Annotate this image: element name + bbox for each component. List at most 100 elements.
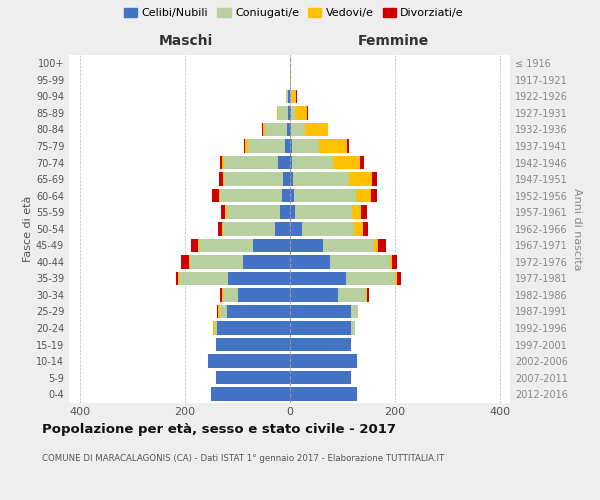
Bar — [226, 206, 227, 219]
Bar — [292, 156, 332, 170]
Bar — [181, 255, 188, 268]
Bar — [289, 90, 290, 103]
Bar — [395, 272, 397, 285]
Bar — [227, 272, 290, 285]
Bar — [277, 106, 278, 120]
Bar — [397, 272, 401, 285]
Text: Femmine: Femmine — [358, 34, 429, 48]
Text: Maschi: Maschi — [159, 34, 213, 48]
Bar — [263, 122, 265, 136]
Bar — [290, 272, 346, 285]
Bar — [290, 371, 352, 384]
Bar — [190, 255, 244, 268]
Bar — [361, 206, 367, 219]
Y-axis label: Fasce di età: Fasce di età — [23, 196, 33, 262]
Bar — [290, 106, 295, 120]
Bar — [307, 106, 308, 120]
Bar — [390, 255, 392, 268]
Bar — [332, 156, 361, 170]
Bar — [296, 90, 297, 103]
Bar — [188, 255, 190, 268]
Bar — [198, 238, 199, 252]
Bar — [223, 288, 238, 302]
Bar — [280, 206, 290, 219]
Y-axis label: Anni di nascita: Anni di nascita — [572, 188, 581, 270]
Bar — [290, 206, 295, 219]
Bar — [290, 288, 338, 302]
Bar — [217, 322, 290, 335]
Bar — [352, 304, 358, 318]
Bar — [222, 222, 223, 235]
Bar — [290, 156, 292, 170]
Bar — [365, 288, 367, 302]
Bar — [208, 354, 290, 368]
Bar — [223, 172, 224, 186]
Bar — [283, 172, 290, 186]
Bar — [212, 189, 219, 202]
Bar — [290, 338, 352, 351]
Bar — [361, 156, 364, 170]
Bar — [176, 272, 178, 285]
Bar — [216, 338, 290, 351]
Bar — [238, 288, 290, 302]
Bar — [248, 139, 286, 153]
Bar — [222, 288, 223, 302]
Bar — [278, 156, 290, 170]
Bar — [224, 172, 283, 186]
Bar — [290, 304, 352, 318]
Bar — [275, 222, 290, 235]
Bar — [292, 90, 296, 103]
Bar — [295, 206, 352, 219]
Bar — [371, 189, 377, 202]
Bar — [367, 288, 369, 302]
Bar — [213, 322, 215, 335]
Bar — [302, 222, 353, 235]
Bar — [215, 322, 217, 335]
Bar — [218, 304, 220, 318]
Bar — [347, 139, 349, 153]
Bar — [356, 189, 371, 202]
Bar — [290, 139, 292, 153]
Bar — [374, 238, 378, 252]
Bar — [349, 172, 372, 186]
Bar — [290, 238, 323, 252]
Bar — [392, 255, 397, 268]
Text: COMUNE DI MARACALAGONIS (CA) - Dati ISTAT 1° gennaio 2017 - Elaborazione TUTTITA: COMUNE DI MARACALAGONIS (CA) - Dati ISTA… — [42, 454, 444, 463]
Bar — [288, 106, 290, 120]
Bar — [227, 304, 290, 318]
Bar — [352, 206, 361, 219]
Bar — [290, 222, 302, 235]
Bar — [219, 189, 220, 202]
Bar — [211, 388, 290, 401]
Bar — [372, 172, 377, 186]
Bar — [224, 156, 278, 170]
Bar — [295, 106, 307, 120]
Bar — [220, 156, 222, 170]
Bar — [220, 288, 222, 302]
Bar — [294, 189, 356, 202]
Bar — [290, 189, 294, 202]
Bar — [331, 255, 390, 268]
Bar — [363, 222, 368, 235]
Bar — [346, 272, 395, 285]
Bar — [290, 322, 352, 335]
Bar — [199, 238, 253, 252]
Bar — [223, 222, 275, 235]
Bar — [290, 255, 331, 268]
Bar — [245, 139, 248, 153]
Bar — [278, 106, 288, 120]
Bar — [221, 206, 226, 219]
Bar — [216, 371, 290, 384]
Bar — [222, 156, 224, 170]
Bar — [290, 354, 357, 368]
Bar — [191, 238, 198, 252]
Bar — [178, 272, 179, 285]
Bar — [338, 288, 365, 302]
Text: Popolazione per età, sesso e stato civile - 2017: Popolazione per età, sesso e stato civil… — [42, 422, 396, 436]
Bar — [290, 388, 357, 401]
Bar — [378, 238, 386, 252]
Bar — [220, 304, 227, 318]
Bar — [227, 206, 280, 219]
Bar — [305, 122, 328, 136]
Bar — [290, 122, 305, 136]
